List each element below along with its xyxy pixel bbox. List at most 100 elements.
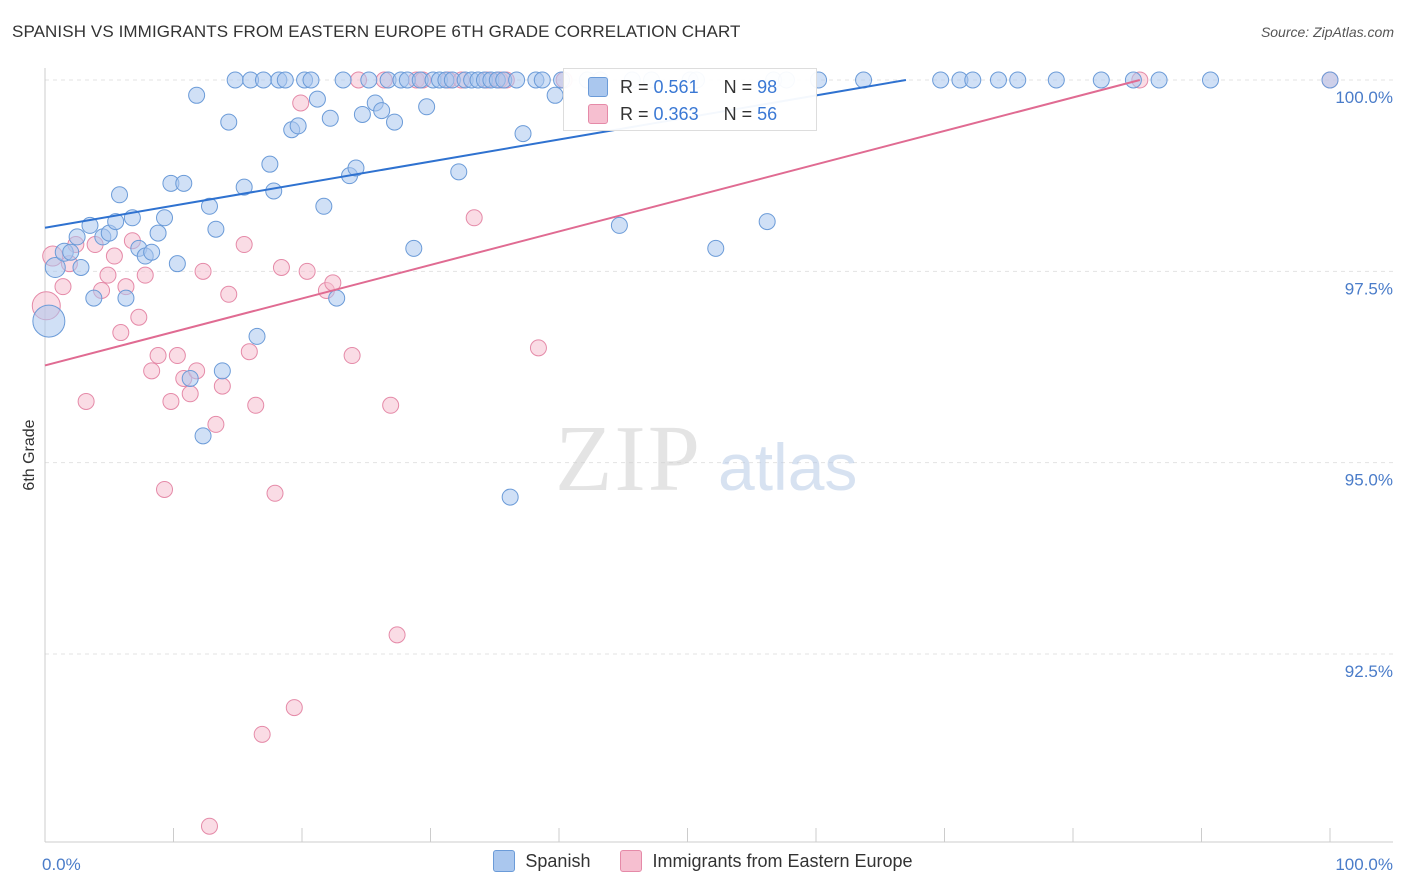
point-spanish-64 <box>450 163 468 181</box>
point-spanish-50 <box>360 71 378 89</box>
point-spanish-49 <box>353 105 371 123</box>
point-spanish-74 <box>514 125 532 143</box>
point-spanish-7 <box>85 289 103 307</box>
point-eastern-16 <box>149 347 167 365</box>
stats-spanish-n-label: N = <box>723 76 753 97</box>
point-spanish-10 <box>107 213 125 231</box>
point-spanish-101 <box>1201 71 1219 89</box>
point-eastern-36 <box>298 262 316 280</box>
point-eastern-31 <box>253 725 271 743</box>
point-eastern-48 <box>465 209 483 227</box>
point-eastern-32 <box>266 484 284 502</box>
point-spanish-43 <box>315 197 333 215</box>
legend-label-eastern: Immigrants from Eastern Europe <box>652 850 913 871</box>
point-spanish-23 <box>188 86 206 104</box>
point-eastern-14 <box>136 266 154 284</box>
point-eastern-52 <box>529 339 547 357</box>
point-eastern-19 <box>168 347 186 365</box>
point-spanish-95 <box>989 71 1007 89</box>
point-spanish-26 <box>207 220 225 238</box>
point-spanish-57 <box>405 239 423 257</box>
stats-eastern-n-label: N = <box>723 103 753 124</box>
point-spanish-39 <box>289 117 307 135</box>
point-spanish-29 <box>226 71 244 89</box>
point-eastern-33 <box>272 259 290 277</box>
axes-layer <box>44 68 1393 843</box>
point-spanish-20 <box>168 255 186 273</box>
series-eastern-points <box>31 71 1339 835</box>
point-eastern-15 <box>143 362 161 380</box>
point-spanish-102 <box>1321 71 1339 89</box>
point-spanish-86 <box>707 239 725 257</box>
point-eastern-2 <box>54 278 72 296</box>
point-spanish-72 <box>501 488 519 506</box>
point-spanish-27 <box>213 362 231 380</box>
point-spanish-17 <box>149 224 167 242</box>
point-eastern-24 <box>200 817 218 835</box>
stats-spanish-r-label: R = <box>620 76 649 97</box>
trendline-eastern <box>44 79 1141 367</box>
point-spanish-16 <box>143 243 161 261</box>
point-eastern-34 <box>285 699 303 717</box>
point-eastern-18 <box>162 392 180 410</box>
point-eastern-25 <box>207 415 225 433</box>
point-eastern-27 <box>220 285 238 303</box>
legend-item-spanish[interactable]: Spanish <box>493 850 590 872</box>
point-spanish-41 <box>302 71 320 89</box>
point-eastern-5 <box>77 392 95 410</box>
point-spanish-81 <box>610 216 628 234</box>
point-spanish-21 <box>175 174 193 192</box>
y-axis-title: 6th Grade <box>21 419 38 490</box>
point-spanish-97 <box>1047 71 1065 89</box>
source-label: Source: ZipAtlas.com <box>1260 24 1394 40</box>
point-eastern-39 <box>343 347 361 365</box>
point-spanish-37 <box>276 71 294 89</box>
point-eastern-42 <box>382 396 400 414</box>
point-spanish-35 <box>265 182 283 200</box>
point-spanish-99 <box>1124 71 1142 89</box>
point-spanish-28 <box>220 113 238 131</box>
watermark-zip: ZIP <box>555 407 702 511</box>
point-spanish-59 <box>418 98 436 116</box>
point-spanish-48 <box>347 159 365 177</box>
point-spanish-45 <box>328 289 346 307</box>
point-spanish-54 <box>386 113 404 131</box>
point-eastern-26 <box>213 377 231 395</box>
stats-swatch-eastern <box>588 104 608 124</box>
point-spanish-52 <box>373 102 391 120</box>
point-eastern-28 <box>235 236 253 254</box>
stats-box: R = 0.561 N = 98 R = 0.363 N = 56 <box>563 68 817 131</box>
y-tick-label-2: 95.0% <box>1345 471 1393 490</box>
point-spanish-76 <box>533 71 551 89</box>
point-spanish-25 <box>200 197 218 215</box>
x-tick-label-0: 0.0% <box>42 855 81 874</box>
point-eastern-30 <box>247 396 265 414</box>
legend-swatch-spanish <box>493 850 516 872</box>
legend-item-eastern[interactable]: Immigrants from Eastern Europe <box>620 850 913 872</box>
point-spanish-87 <box>758 213 776 231</box>
point-spanish-94 <box>964 71 982 89</box>
point-spanish-22 <box>181 369 199 387</box>
point-spanish-98 <box>1092 71 1110 89</box>
point-spanish-96 <box>1009 71 1027 89</box>
stats-eastern-r-value: 0.363 <box>653 103 699 124</box>
point-eastern-9 <box>105 247 123 265</box>
point-eastern-13 <box>130 308 148 326</box>
x-tick-label-1: 100.0% <box>1335 855 1393 874</box>
point-spanish-92 <box>932 71 950 89</box>
watermark: ZIP atlas <box>555 407 857 511</box>
stats-eastern-n-value: 56 <box>757 103 778 124</box>
point-spanish-18 <box>156 209 174 227</box>
point-eastern-17 <box>156 480 174 498</box>
point-spanish-100 <box>1150 71 1168 89</box>
point-eastern-23 <box>194 262 212 280</box>
point-spanish-4 <box>68 228 86 246</box>
point-spanish-33 <box>254 71 272 89</box>
point-spanish-1 <box>44 257 66 279</box>
y-tick-label-1: 97.5% <box>1345 279 1393 298</box>
point-spanish-77 <box>546 86 564 104</box>
point-eastern-35 <box>292 94 310 112</box>
y-tick-label-0: 100.0% <box>1335 88 1393 107</box>
point-spanish-24 <box>194 427 212 445</box>
